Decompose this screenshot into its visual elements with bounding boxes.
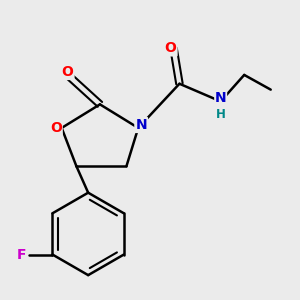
Text: N: N xyxy=(215,92,226,106)
Text: O: O xyxy=(165,41,176,56)
Text: O: O xyxy=(50,121,62,135)
Text: N: N xyxy=(135,118,147,132)
Text: O: O xyxy=(61,65,74,79)
Text: F: F xyxy=(17,248,26,262)
Text: H: H xyxy=(216,108,226,121)
